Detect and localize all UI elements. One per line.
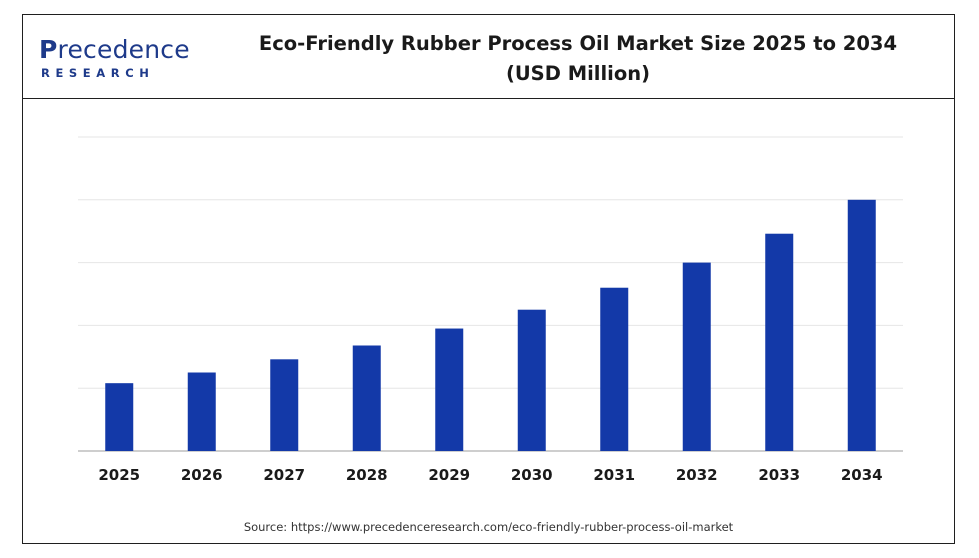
logo-subtitle: RESEARCH [41,66,155,80]
header: Precedence RESEARCH Eco-Friendly Rubber … [23,15,954,99]
x-tick-label-2034: 2034 [841,466,883,484]
x-tick-label-2033: 2033 [758,466,800,484]
chart-frame: Precedence RESEARCH Eco-Friendly Rubber … [22,14,955,544]
bar-2030 [517,309,546,451]
logo-wordmark: Precedence [39,35,190,64]
x-tick-label-2029: 2029 [428,466,470,484]
bar-2026 [187,372,216,451]
source-note: Source: https://www.precedenceresearch.c… [243,520,734,534]
bar-2025 [105,383,134,451]
x-tick-label-2026: 2026 [181,466,223,484]
bar-chart: 2025 2026 2027 2028 2029 2030 2031 2032 2033 2034 [78,136,903,484]
bar-2032 [682,262,711,451]
chart-title-line-1: Eco-Friendly Rubber Process Oil Market S… [258,32,898,55]
logo-word-rest: recedence [57,35,190,64]
precedence-research-logo: Precedence RESEARCH [39,35,190,85]
bar-2029 [435,328,464,451]
bar-2033 [765,233,794,451]
bar-2031 [600,287,629,451]
x-tick-label-2027: 2027 [263,466,305,484]
x-tick-label-2030: 2030 [511,466,553,484]
chart-title: Eco-Friendly Rubber Process Oil Market S… [223,29,933,89]
bar-2027 [270,359,299,451]
logo-initial: P [39,35,58,64]
x-tick-label-2028: 2028 [346,466,388,484]
x-tick-label-2031: 2031 [593,466,635,484]
bar-2034 [847,199,876,451]
x-tick-label-2032: 2032 [676,466,718,484]
chart-title-line-2: (USD Million) [505,62,651,85]
bar-2028 [352,345,381,451]
x-tick-label-2025: 2025 [98,466,140,484]
